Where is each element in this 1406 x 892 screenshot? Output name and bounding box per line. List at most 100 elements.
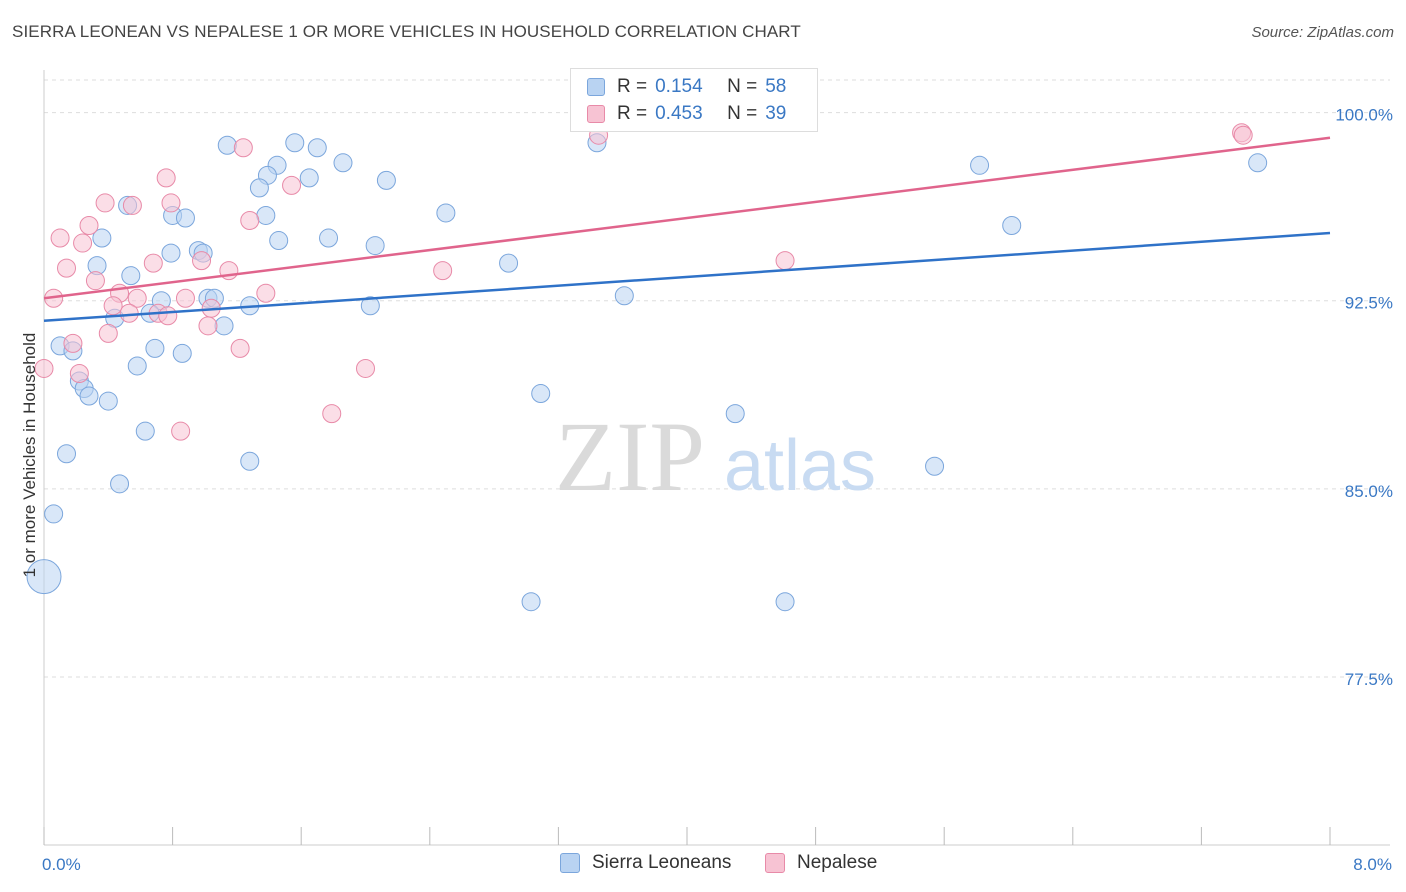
y-tick-label: 77.5% [1345,670,1393,689]
legend-n-label: N = [727,76,758,97]
data-point-pink [775,251,795,271]
legend-n-label: N = [727,103,758,124]
data-point-blue [161,243,181,263]
data-point-blue [725,404,745,424]
data-point-pink [98,323,118,343]
data-point-blue [135,421,155,441]
data-point-blue [360,296,380,316]
trend-line-blue [43,231,1331,323]
data-point-blue [240,451,260,471]
legend-swatch-blue [587,78,605,96]
data-point-pink [50,228,70,248]
data-point-pink [69,363,89,383]
watermark-zip: ZIP [555,401,705,512]
data-point-blue [775,592,795,612]
grid-layer [44,79,1390,678]
legend-n-value: 58 [765,76,787,97]
y-axis-label: 1 or more Vehicles in Household [20,332,39,578]
data-point-blue [499,253,519,273]
data-point-pink [192,251,212,271]
data-point-pink [322,404,342,424]
data-point-pink [57,258,77,278]
data-point-blue [98,391,118,411]
data-point-blue [172,343,192,363]
data-point-blue [285,133,305,153]
series-legend-label: Nepalese [797,852,878,873]
series-swatch-blue [560,853,580,873]
data-point-pink [127,288,147,308]
data-point-pink [240,210,260,230]
series-legend-label: Sierra Leoneans [592,852,732,873]
data-point-pink [73,233,93,253]
legend-r-label: R = [617,76,648,97]
data-point-blue [1002,216,1022,236]
correlation-legend: R = 0.154 N = 58 R = 0.453 N = 39 [570,68,818,132]
data-point-blue [1248,153,1268,173]
data-point-blue [121,266,141,286]
data-point-pink [198,316,218,336]
data-point-blue [521,592,541,612]
x-tick-label: 8.0% [1353,855,1392,874]
data-point-blue [614,286,634,306]
series-legend-nepalese[interactable]: Nepalese [765,852,877,874]
data-point-blue [376,170,396,190]
data-point-blue [925,456,945,476]
source-label: Source: ZipAtlas.com [1251,24,1394,41]
data-point-pink [63,333,83,353]
data-point-blue [57,444,77,464]
trend-layer [43,136,1331,323]
data-point-blue [436,203,456,223]
data-point-blue [249,178,269,198]
data-point-blue [319,228,339,248]
data-point-blue [92,228,112,248]
data-point-pink [171,421,191,441]
chart-title: SIERRA LEONEAN VS NEPALESE 1 OR MORE VEH… [12,22,801,41]
data-point-pink [79,216,99,236]
data-point-blue [127,356,147,376]
data-point-blue [79,386,99,406]
data-point-pink [119,303,139,323]
data-point-pink [95,193,115,213]
data-point-pink [433,261,453,281]
data-point-pink [282,175,302,195]
series-legend-sierra-leoneans[interactable]: Sierra Leoneans [560,852,731,874]
data-point-blue [175,208,195,228]
data-point-pink [34,358,54,378]
legend-row-sierra-leoneans: R = 0.154 N = 58 [587,75,786,99]
watermark: ZIP atlas [555,401,876,512]
y-tick-label: 85.0% [1345,482,1393,501]
legend-r-value: 0.154 [655,76,703,97]
legend-r-label: R = [617,103,648,124]
data-point-pink [161,193,181,213]
data-point-pink [356,358,375,378]
data-point-pink [158,306,178,326]
data-point-pink [156,168,176,188]
data-point-blue [333,153,353,173]
data-point-blue [307,138,327,158]
trend-line-pink [43,136,1331,300]
series-legend: Sierra Leoneans Nepalese [0,852,1406,878]
data-point-pink [122,195,142,215]
data-point-blue [44,504,64,524]
data-point-pink [103,296,123,316]
data-point-blue [110,474,130,494]
watermark-atlas: atlas [724,426,876,506]
data-point-pink [175,288,195,308]
data-point-blue [365,236,385,256]
data-point-blue [145,338,165,358]
data-point-blue [970,155,990,175]
data-point-blue [256,205,276,225]
series-swatch-pink [765,853,785,873]
data-point-blue [217,135,237,155]
legend-r-value: 0.453 [655,103,703,124]
data-point-blue [214,316,234,336]
data-point-pink [85,271,105,291]
y-tick-label: 92.5% [1345,294,1393,313]
data-point-blue [531,384,551,404]
legend-row-nepalese: R = 0.453 N = 39 [587,102,786,126]
data-point-blue [26,559,62,595]
data-point-blue [269,231,289,251]
legend-n-value: 39 [765,103,787,124]
x-tick-label: 0.0% [42,855,81,874]
